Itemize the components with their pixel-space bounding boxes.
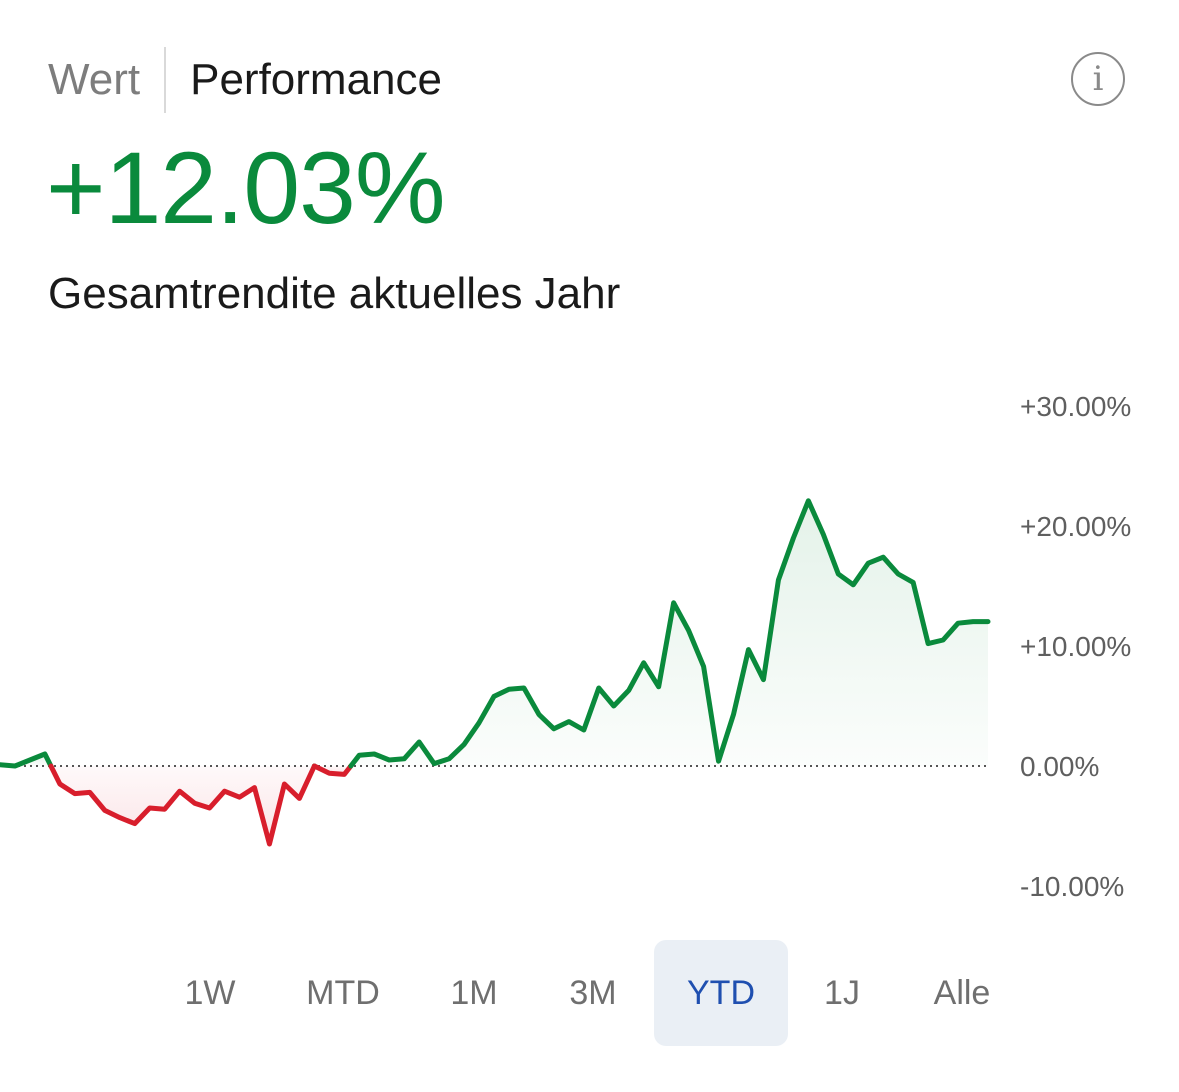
y-tick-label: +10.00% [1020, 631, 1131, 662]
range-ytd[interactable]: YTD [654, 940, 788, 1046]
positive-series-line [0, 751, 54, 769]
range-mtd[interactable]: MTD [306, 974, 380, 1012]
negative-series-line [311, 763, 354, 777]
y-tick-label: +30.00% [1020, 391, 1131, 422]
y-tick-label: -10.00% [1020, 871, 1124, 902]
range-1j[interactable]: 1J [824, 974, 860, 1012]
performance-value: +12.03% [46, 131, 446, 245]
info-glyph: i [1092, 59, 1104, 99]
tab-performance[interactable]: Performance [190, 55, 442, 104]
performance-subtitle: Gesamtrendite aktuelles Jahr [48, 269, 621, 318]
positive-series-line [348, 498, 991, 769]
tab-divider [164, 47, 167, 113]
view-tabs: Wert Performance [48, 46, 442, 114]
info-icon[interactable]: i [1071, 52, 1125, 106]
tab-wert[interactable]: Wert [48, 55, 141, 104]
range-3m[interactable]: 3M [569, 974, 617, 1012]
range-alle[interactable]: Alle [933, 974, 991, 1012]
negative-series-line [48, 763, 317, 847]
range-selector: 1W MTD 1M 3M YTD 1J Alle [0, 940, 1179, 1046]
range-1w[interactable]: 1W [184, 974, 236, 1012]
performance-chart: +30.00% +20.00% +10.00% 0.00% -10.00% [0, 391, 1131, 902]
negative-area-fill [50, 766, 315, 844]
y-tick-label: 0.00% [1020, 751, 1099, 782]
range-1m[interactable]: 1M [450, 974, 498, 1012]
y-tick-label: +20.00% [1020, 511, 1131, 542]
